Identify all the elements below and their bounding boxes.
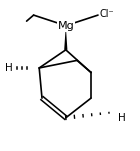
Text: Mg: Mg [57,21,74,31]
Polygon shape [64,26,67,50]
Text: H: H [118,113,126,123]
Text: Cl⁻: Cl⁻ [99,9,114,19]
Text: H: H [5,63,13,73]
